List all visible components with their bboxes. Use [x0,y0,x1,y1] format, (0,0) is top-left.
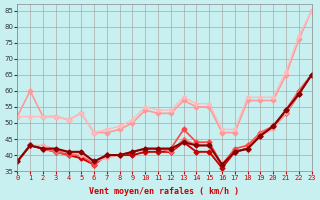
X-axis label: Vent moyen/en rafales ( km/h ): Vent moyen/en rafales ( km/h ) [90,187,239,196]
